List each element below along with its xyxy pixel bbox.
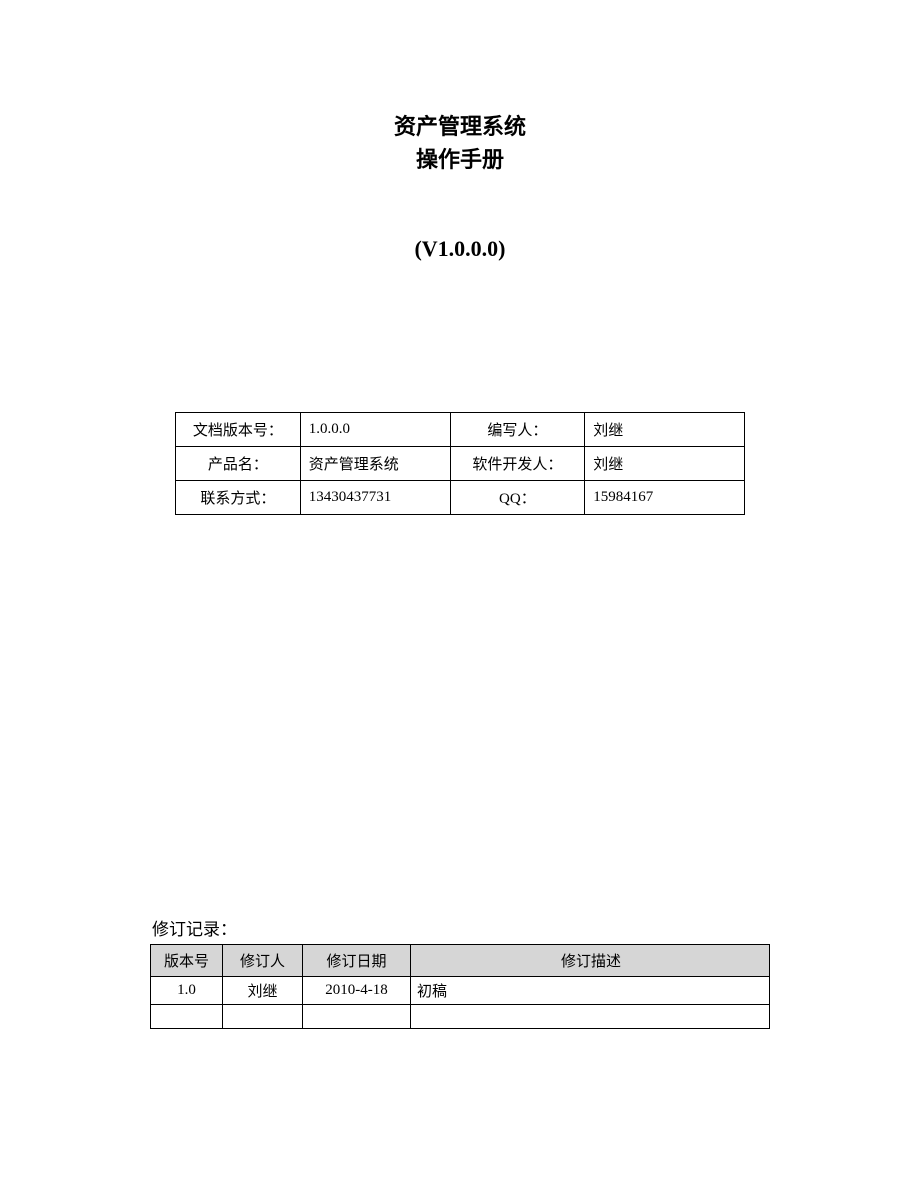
revision-header-row: 版本号 修订人 修订日期 修订描述	[151, 945, 770, 977]
title-block: 资产管理系统 操作手册	[125, 110, 795, 176]
revision-cell-person	[223, 1005, 303, 1029]
info-label: 文档版本号：	[176, 413, 301, 447]
revision-cell-version: 1.0	[151, 977, 223, 1005]
document-page: 资产管理系统 操作手册 (V1.0.0.0) 文档版本号： 1.0.0.0 编写…	[0, 0, 920, 1029]
info-row: 产品名： 资产管理系统 软件开发人： 刘继	[176, 447, 745, 481]
revision-cell-desc: 初稿	[411, 977, 770, 1005]
info-label: 产品名：	[176, 447, 301, 481]
revision-col-person: 修订人	[223, 945, 303, 977]
info-row: 文档版本号： 1.0.0.0 编写人： 刘继	[176, 413, 745, 447]
title-line-2: 操作手册	[125, 143, 795, 176]
revision-cell-date: 2010-4-18	[303, 977, 411, 1005]
revision-section: 修订记录： 版本号 修订人 修订日期 修订描述 1.0 刘继 2010-4-18…	[150, 915, 770, 1029]
info-value: 13430437731	[300, 481, 450, 515]
info-label: 编写人：	[450, 413, 585, 447]
info-table: 文档版本号： 1.0.0.0 编写人： 刘继 产品名： 资产管理系统 软件开发人…	[175, 412, 745, 515]
revision-cell-version	[151, 1005, 223, 1029]
version-block: (V1.0.0.0)	[125, 236, 795, 262]
info-value: 15984167	[585, 481, 745, 515]
revision-cell-desc	[411, 1005, 770, 1029]
info-label: 联系方式：	[176, 481, 301, 515]
title-line-1: 资产管理系统	[125, 110, 795, 143]
revision-col-date: 修订日期	[303, 945, 411, 977]
version-text: (V1.0.0.0)	[414, 236, 505, 261]
revision-col-desc: 修订描述	[411, 945, 770, 977]
info-value: 刘继	[585, 447, 745, 481]
info-row: 联系方式： 13430437731 QQ： 15984167	[176, 481, 745, 515]
info-value: 资产管理系统	[300, 447, 450, 481]
info-label: 软件开发人：	[450, 447, 585, 481]
revision-cell-person: 刘继	[223, 977, 303, 1005]
revision-heading: 修订记录：	[150, 915, 770, 940]
revision-row	[151, 1005, 770, 1029]
info-value: 1.0.0.0	[300, 413, 450, 447]
info-value: 刘继	[585, 413, 745, 447]
info-label: QQ：	[450, 481, 585, 515]
revision-col-version: 版本号	[151, 945, 223, 977]
revision-row: 1.0 刘继 2010-4-18 初稿	[151, 977, 770, 1005]
revision-table: 版本号 修订人 修订日期 修订描述 1.0 刘继 2010-4-18 初稿	[150, 944, 770, 1029]
revision-cell-date	[303, 1005, 411, 1029]
